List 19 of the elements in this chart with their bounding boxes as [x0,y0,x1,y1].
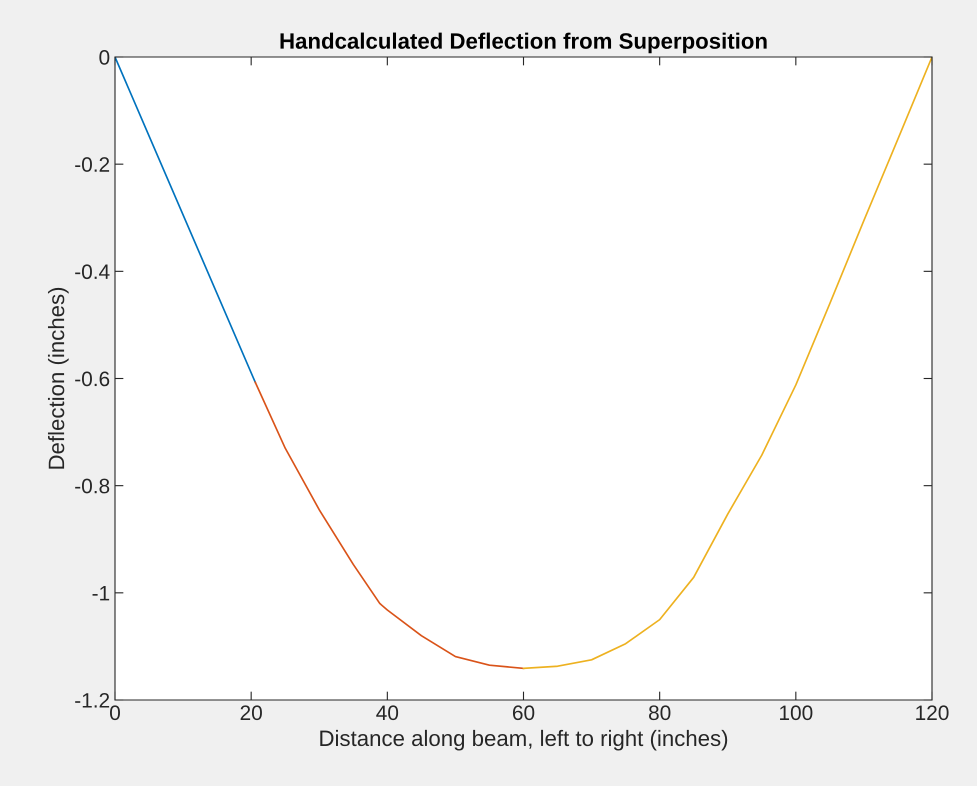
line-series [522,57,932,670]
x-tick-label: 80 [648,705,670,720]
y-tick-label: -0.8 [75,478,110,494]
y-tick-label: -0.6 [75,372,110,386]
x-axis-title: Distance along beam, left to right (inches) [320,730,728,751]
x-tick-label: 60 [512,705,534,720]
x-tick-label: 20 [240,705,262,720]
y-tick-label: -0.4 [75,264,110,280]
x-tick-label: 100 [780,705,812,720]
y-tick-label: -1.2 [75,693,110,708]
y-tick-label: 0 [99,50,110,65]
line-series [254,381,524,670]
y-axis-title: Deflection (inches) [48,288,69,469]
y-tick-label: -0.2 [75,157,110,172]
x-tick-label: 0 [110,705,120,720]
y-tick-label: -1 [92,586,110,600]
x-tick-label: 40 [376,705,398,720]
chart-title: Handcalculated Deflection from Superposition [280,32,767,54]
x-tick-label: 120 [916,705,949,720]
